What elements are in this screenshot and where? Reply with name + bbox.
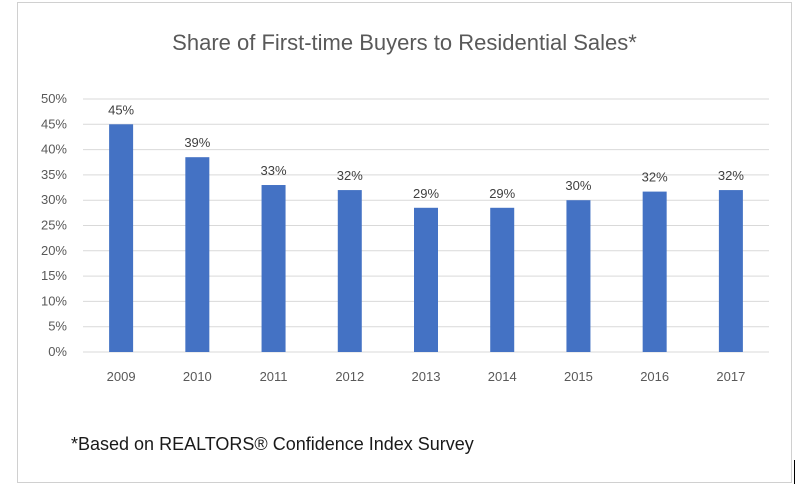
data-label: 33% [261,163,287,178]
data-label: 45% [108,102,134,117]
data-label: 32% [642,170,668,185]
y-tick-label: 50% [41,91,67,106]
data-labels: 45% 39% 33% 32% 29% 29% 30% 32% 32% [108,102,744,200]
bar [109,124,134,352]
y-tick-label: 20% [41,243,67,258]
bar [490,207,515,352]
y-axis-ticks: 0% 5% 10% 15% 20% 25% 30% 35% 40% 45% 50% [41,91,67,359]
footnote: *Based on REALTORS® Confidence Index Sur… [71,434,474,454]
x-tick-label: 2011 [260,369,288,384]
bar [642,191,667,352]
x-axis-ticks: 2009 2010 2011 2012 2013 2014 2015 2016 2017 [107,369,746,384]
x-tick-label: 2013 [412,369,441,384]
x-tick-label: 2017 [716,369,745,384]
x-tick-label: 2009 [107,369,136,384]
edge-mark [794,460,795,484]
chart-title: Share of First-time Buyers to Residentia… [172,30,637,55]
bar [261,185,286,352]
y-tick-label: 0% [48,344,67,359]
y-tick-label: 15% [41,268,67,283]
data-label: 29% [489,186,515,201]
y-tick-label: 30% [41,192,67,207]
x-tick-label: 2014 [488,369,517,384]
data-label: 39% [184,135,210,150]
y-tick-label: 45% [41,116,67,131]
x-tick-label: 2012 [335,369,364,384]
bar [718,190,743,352]
y-tick-label: 25% [41,218,67,233]
data-label: 29% [413,186,439,201]
data-label: 30% [565,178,591,193]
bar [414,207,438,352]
x-tick-label: 2016 [640,369,669,384]
x-tick-label: 2010 [183,369,212,384]
data-label: 32% [337,168,363,183]
data-label: 32% [718,168,744,183]
bar [185,157,210,352]
x-tick-label: 2015 [564,369,593,384]
bar [337,190,362,352]
y-tick-label: 10% [41,293,67,308]
bar [566,200,591,352]
y-tick-label: 35% [41,167,67,182]
bars [109,124,743,352]
y-tick-label: 5% [48,319,67,334]
y-tick-label: 40% [41,142,67,157]
